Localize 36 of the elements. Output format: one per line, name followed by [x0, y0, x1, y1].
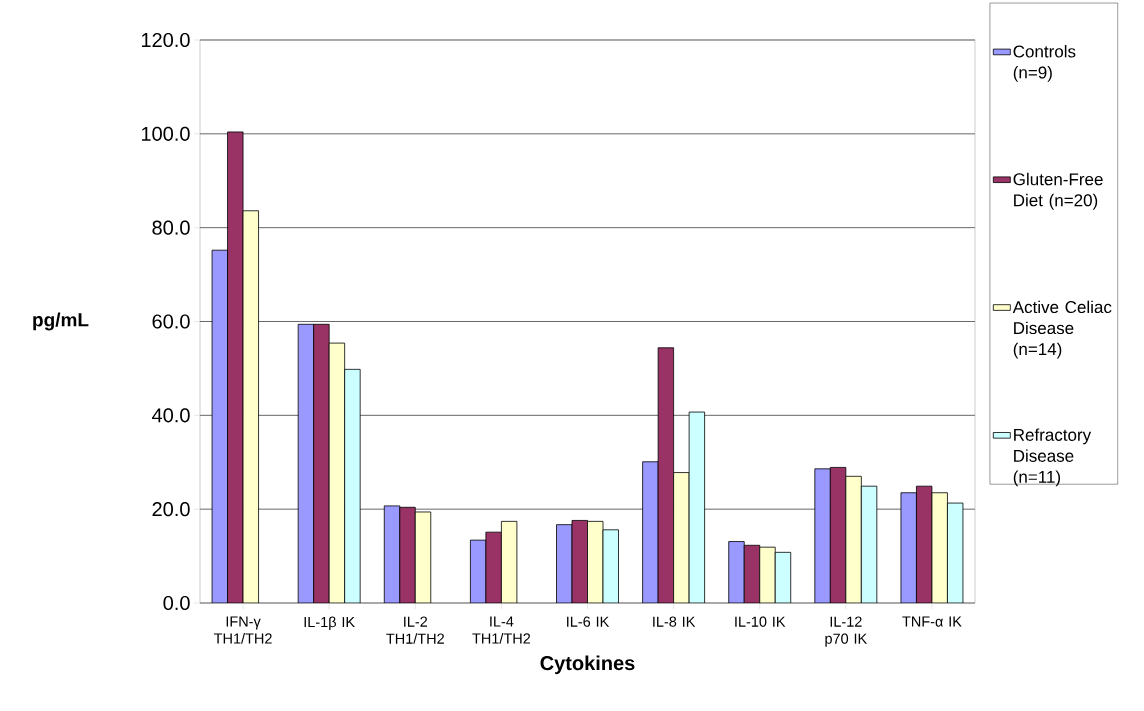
bar — [297, 323, 315, 603]
bar — [728, 541, 745, 603]
x-tick-label: IL-12 p70 IK — [825, 616, 868, 647]
bar — [845, 475, 862, 603]
bar — [344, 368, 361, 603]
x-axis-title: Cytokines — [540, 655, 635, 675]
bar — [399, 506, 416, 603]
bar — [313, 323, 330, 603]
x-tick-label: TNF-α IK — [902, 616, 962, 627]
x-tick-label: IL-6 IK — [567, 616, 610, 627]
x-tick-label: IL-4 TH1/TH2 — [472, 616, 531, 644]
bar — [814, 468, 831, 603]
x-tick-label: IFN-γ TH1/TH2 — [213, 616, 272, 644]
bar — [212, 250, 228, 603]
legend-label: Gluten-Free Diet (n=20) — [1013, 172, 1103, 210]
y-tick-label: 20.0 — [152, 502, 190, 517]
bar — [243, 210, 259, 603]
legend-label: Active Celiac Disease (n=14) — [1012, 300, 1112, 359]
legend-label: Controls (n=9) — [1013, 45, 1076, 82]
y-tick-label: 80.0 — [152, 220, 190, 235]
bar — [227, 131, 244, 603]
bar — [328, 342, 346, 603]
x-tick-label: IL-1β IK — [304, 616, 355, 631]
y-tick-label: 40.0 — [152, 408, 190, 423]
y-axis-title: pg/mL — [33, 312, 89, 331]
bar — [642, 461, 659, 603]
x-tick-label: IL-8 IK — [653, 616, 696, 627]
y-tick-label: 100.0 — [141, 126, 190, 141]
x-tick-label: IL-10 IK — [735, 616, 786, 627]
y-tick-label: 120.0 — [141, 32, 190, 48]
y-tick-label: 60.0 — [152, 314, 190, 329]
bar — [657, 347, 675, 603]
y-tick-label: 0.0 — [163, 595, 190, 611]
bar — [759, 546, 776, 603]
x-tick-label: IL-2 TH1/TH2 — [386, 616, 444, 644]
legend-label: Refractory Disease (n=11) — [1013, 428, 1092, 487]
